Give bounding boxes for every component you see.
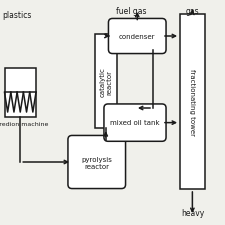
FancyBboxPatch shape (104, 104, 166, 141)
Text: mixed oil tank: mixed oil tank (110, 120, 160, 126)
Text: shredion machine: shredion machine (0, 122, 48, 126)
Text: gas: gas (186, 7, 199, 16)
Text: condenser: condenser (119, 34, 155, 40)
Text: pyrolysis
reactor: pyrolysis reactor (81, 157, 112, 170)
Text: plastics: plastics (2, 11, 32, 20)
Bar (94, 34, 117, 128)
Text: fractionating tower: fractionating tower (189, 69, 195, 136)
Text: heavy: heavy (181, 209, 204, 218)
Bar (180, 14, 205, 189)
Bar (4, 68, 36, 117)
Text: fuel gas: fuel gas (116, 7, 147, 16)
FancyBboxPatch shape (108, 18, 166, 54)
FancyBboxPatch shape (68, 135, 126, 189)
Text: catalytic
reactor: catalytic reactor (99, 67, 112, 97)
